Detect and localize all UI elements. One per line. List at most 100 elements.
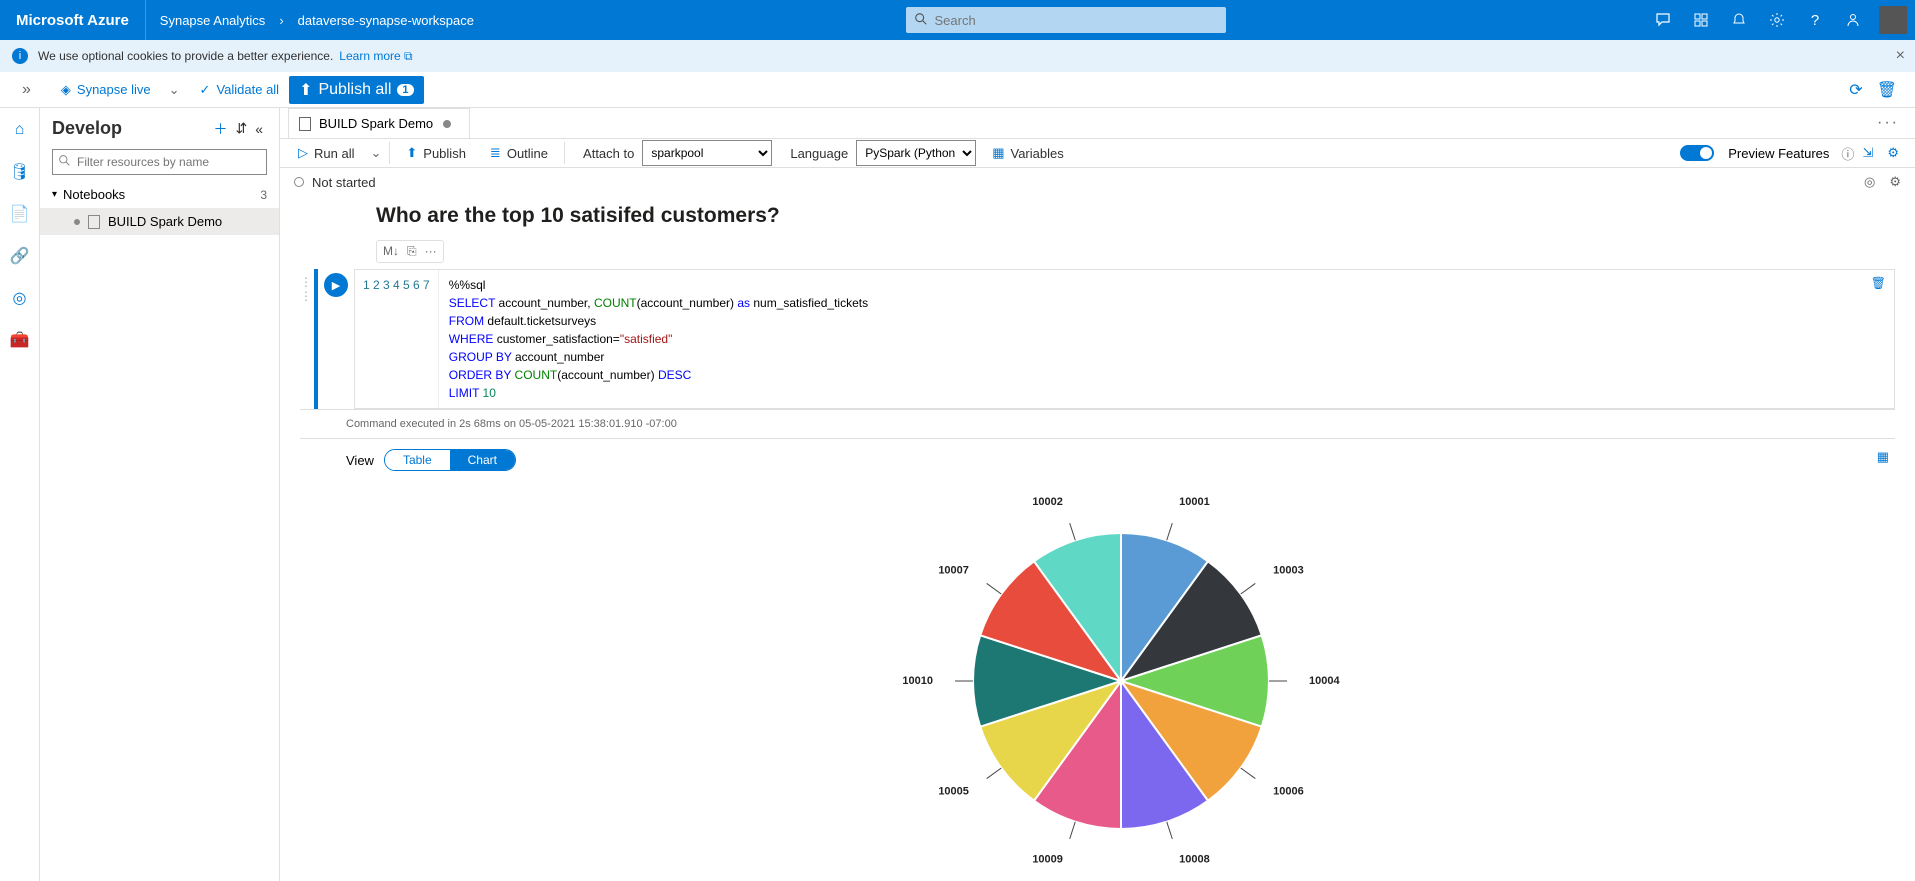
monitor-icon[interactable]: ◎ xyxy=(6,284,34,312)
preview-info-icon[interactable]: ⓘ xyxy=(1841,144,1854,163)
tab-build-spark-demo[interactable]: BUILD Spark Demo xyxy=(288,108,470,138)
develop-icon[interactable]: 📄 xyxy=(6,200,34,228)
brand-label: Microsoft Azure xyxy=(0,0,146,40)
session-info-icon[interactable]: ◎ xyxy=(1864,174,1875,190)
svg-text:10009: 10009 xyxy=(1032,854,1063,866)
breadcrumb-service[interactable]: Synapse Analytics xyxy=(146,13,280,28)
code-cell: ⋮⋮⋮⋮ ▶ 1 2 3 4 5 6 7 %%sql SELECT accoun… xyxy=(300,269,1895,409)
language-select[interactable]: PySpark (Python) xyxy=(856,140,976,166)
section-count: 3 xyxy=(260,188,267,202)
drag-handle-icon[interactable]: ⋮⋮⋮⋮ xyxy=(300,269,314,409)
learn-more-link[interactable]: Learn more ⧉ xyxy=(339,49,412,64)
expand-all-icon[interactable]: ⇵ xyxy=(231,120,251,137)
svg-text:10008: 10008 xyxy=(1179,854,1210,866)
svg-text:10003: 10003 xyxy=(1273,564,1304,576)
publish-all-button[interactable]: ⬆ Publish all 1 xyxy=(289,76,423,104)
language-label: Language xyxy=(780,146,848,161)
collapse-panel-icon[interactable]: » xyxy=(14,81,39,99)
toolbar-settings-icon[interactable]: ⚙ xyxy=(1887,145,1899,161)
left-nav-rail: ⌂ 🛢 📄 🔗 ◎ 🧰 xyxy=(0,108,40,881)
info-icon: i xyxy=(12,48,28,64)
preview-features-label: Preview Features xyxy=(1728,146,1829,161)
data-icon[interactable]: 🛢 xyxy=(6,158,34,186)
user-avatar[interactable] xyxy=(1879,6,1907,34)
exec-status: Command executed in 2s 68ms on 05-05-202… xyxy=(300,409,1895,439)
refresh-icon[interactable]: ⟳ xyxy=(1849,80,1862,100)
run-cell-button[interactable]: ▶ xyxy=(324,273,348,297)
nb-settings-icon[interactable]: ⚙ xyxy=(1889,174,1901,190)
feedback-icon[interactable] xyxy=(1645,0,1681,40)
svg-text:10005: 10005 xyxy=(938,785,969,797)
notifications-icon[interactable] xyxy=(1721,0,1757,40)
convert-to-md-icon[interactable]: M↓ xyxy=(383,244,399,259)
markdown-heading: Who are the top 10 satisifed customers? xyxy=(376,204,1895,228)
notebooks-section[interactable]: ▾ Notebooks 3 xyxy=(40,179,279,208)
help-icon[interactable]: ? xyxy=(1797,0,1833,40)
svg-text:10002: 10002 xyxy=(1032,496,1063,508)
svg-text:10010: 10010 xyxy=(902,675,933,687)
attach-to-label: Attach to xyxy=(573,146,634,161)
account-icon[interactable] xyxy=(1835,0,1871,40)
svg-text:10006: 10006 xyxy=(1273,785,1304,797)
home-icon[interactable]: ⌂ xyxy=(6,116,34,144)
view-label: View xyxy=(346,453,374,468)
variables-button[interactable]: ▦Variables xyxy=(984,139,1072,167)
directory-icon[interactable] xyxy=(1683,0,1719,40)
synapse-icon: ◈ xyxy=(61,82,71,98)
preview-features-toggle[interactable] xyxy=(1680,145,1714,161)
panel-title: Develop xyxy=(52,118,209,139)
tab-overflow-icon[interactable]: ··· xyxy=(1877,114,1915,132)
view-chart-button[interactable]: Chart xyxy=(450,450,515,470)
section-label: Notebooks xyxy=(63,187,125,202)
caret-down-icon: ▾ xyxy=(52,189,57,200)
validate-all-button[interactable]: ✓Validate all xyxy=(190,76,290,104)
notebook-file-icon xyxy=(88,215,100,229)
tab-label: BUILD Spark Demo xyxy=(319,116,433,131)
run-all-button[interactable]: ▷Run all xyxy=(290,139,362,167)
run-all-menu-icon[interactable]: ⌄ xyxy=(370,145,381,161)
toolbar-export-icon[interactable]: ⇲ xyxy=(1862,145,1873,161)
breadcrumb-workspace[interactable]: dataverse-synapse-workspace xyxy=(284,13,488,28)
trash-icon[interactable]: 🗑 xyxy=(1877,80,1897,100)
close-icon[interactable]: × xyxy=(1896,47,1905,65)
code-editor[interactable]: %%sql SELECT account_number, COUNT(accou… xyxy=(439,270,1894,408)
publish-notebook-button[interactable]: ⬆Publish xyxy=(398,139,474,167)
global-search xyxy=(906,7,1226,33)
integrate-icon[interactable]: 🔗 xyxy=(6,242,34,270)
line-gutter: 1 2 3 4 5 6 7 xyxy=(355,270,439,408)
editor-content: BUILD Spark Demo ··· ▷Run all ⌄ ⬆Publish… xyxy=(280,108,1915,881)
view-table-button[interactable]: Table xyxy=(385,450,450,470)
kernel-status-icon xyxy=(294,177,304,187)
view-segmented: Table Chart xyxy=(384,449,516,471)
svg-text:10007: 10007 xyxy=(938,564,969,576)
cookie-banner: i We use optional cookies to provide a b… xyxy=(0,40,1915,72)
manage-icon[interactable]: 🧰 xyxy=(6,326,34,354)
cell-output: View Table Chart ▦ 10001 10003 10004 10006 1… xyxy=(300,449,1895,881)
workspace-toolbar: » ◈ Synapse live ⌄ ✓Validate all ⬆ Publi… xyxy=(0,72,1915,108)
outline-button[interactable]: ≣Outline xyxy=(482,139,556,167)
synapse-live-dropdown[interactable]: ◈ Synapse live ⌄ xyxy=(51,76,190,104)
svg-text:10004: 10004 xyxy=(1309,675,1340,687)
dirty-indicator-icon xyxy=(443,120,451,128)
filter-resources-input[interactable] xyxy=(52,149,267,175)
develop-panel: Develop ＋ ⇵ « ▾ Notebooks 3 BUILD Spark … xyxy=(40,108,280,881)
cookie-banner-text: We use optional cookies to provide a bet… xyxy=(38,49,333,63)
collapse-panel2-icon[interactable]: « xyxy=(251,121,267,137)
global-search-input[interactable] xyxy=(906,7,1226,33)
output-settings-icon[interactable]: ▦ xyxy=(1877,449,1889,465)
delete-cell-icon[interactable]: 🗑 xyxy=(1871,276,1886,290)
notebook-tab-icon xyxy=(299,117,311,131)
comment-cell-icon[interactable]: ⎘ xyxy=(407,244,417,259)
svg-text:10001: 10001 xyxy=(1179,496,1210,508)
unsaved-dot-icon xyxy=(74,219,80,225)
kernel-status-text: Not started xyxy=(312,175,376,190)
publish-badge: 1 xyxy=(397,84,413,96)
add-resource-icon[interactable]: ＋ xyxy=(209,119,231,139)
settings-icon[interactable] xyxy=(1759,0,1795,40)
cell-more-icon[interactable]: ··· xyxy=(425,244,437,259)
cell-mini-toolbar: M↓ ⎘ ··· xyxy=(376,240,444,263)
notebook-item-build-spark-demo[interactable]: BUILD Spark Demo xyxy=(40,208,279,235)
editor-tab-strip: BUILD Spark Demo ··· xyxy=(280,108,1915,139)
azure-header-bar: Microsoft Azure Synapse Analytics › data… xyxy=(0,0,1915,40)
attach-to-select[interactable]: sparkpool xyxy=(642,140,772,166)
